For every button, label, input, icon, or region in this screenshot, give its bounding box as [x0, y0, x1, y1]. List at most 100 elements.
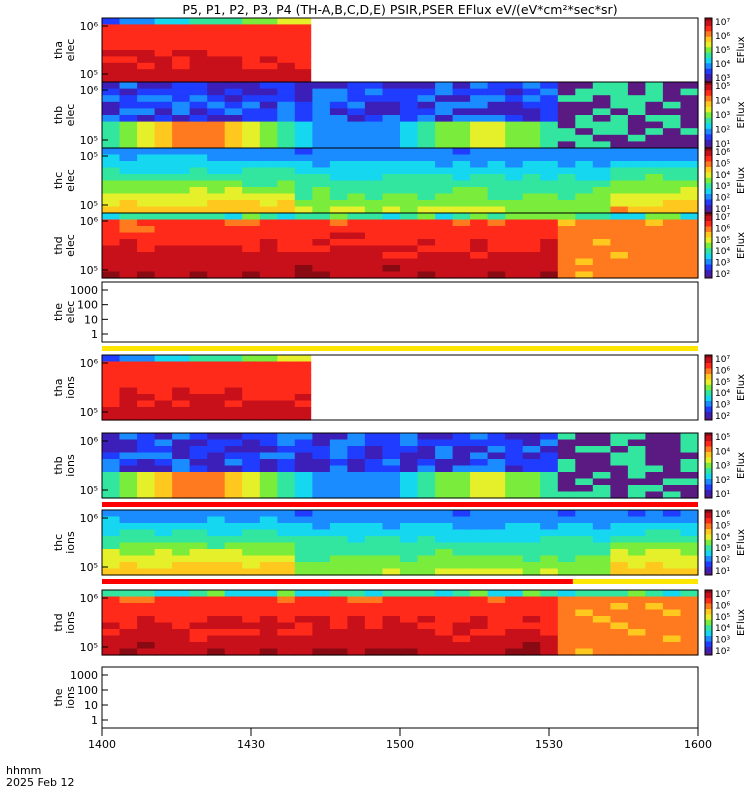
heatmap-cell [224, 407, 243, 415]
colorbar-segment [705, 180, 712, 184]
heatmap-cell [435, 187, 454, 195]
heatmap-cell [680, 213, 699, 221]
heatmap-cell [294, 108, 313, 116]
heatmap-cell [294, 258, 313, 266]
heatmap-cell [470, 148, 489, 156]
heatmap-cell [627, 232, 646, 240]
heatmap-cell [487, 629, 506, 637]
heatmap-cell [610, 529, 629, 537]
heatmap-cell [312, 148, 331, 156]
heatmap-cell [259, 141, 278, 149]
heatmap-cell [435, 134, 454, 142]
heatmap-cell [189, 439, 208, 447]
heatmap-cell [680, 648, 699, 656]
heatmap-cell [224, 141, 243, 149]
heatmap-cell [154, 200, 173, 208]
heatmap-cell [242, 381, 261, 389]
colorbar-segment [705, 44, 712, 48]
heatmap-cell [312, 609, 331, 617]
heatmap-cell [487, 161, 506, 169]
heatmap-cell [329, 596, 348, 604]
heatmap-cell [207, 265, 226, 273]
heatmap-cell [189, 642, 208, 650]
heatmap-cell [154, 121, 173, 129]
heatmap-cell [242, 374, 261, 382]
heatmap-cell [259, 206, 278, 214]
heatmap-cell [522, 635, 541, 643]
heatmap-cell [470, 622, 489, 630]
heatmap-cell [470, 226, 489, 234]
colorbar-tick-label: 10⁷ [715, 213, 730, 223]
heatmap-cell [137, 62, 156, 70]
heatmap-cell [102, 128, 121, 136]
colorbar-tick-label: 10⁴ [715, 624, 730, 634]
heatmap-cell [102, 193, 121, 201]
x-tick-label: 1500 [386, 738, 414, 751]
heatmap-cell [294, 485, 313, 493]
colorbar-segment [705, 245, 712, 249]
heatmap-cell [505, 245, 524, 253]
heatmap-cell [259, 642, 278, 650]
heatmap-cell [119, 161, 138, 169]
panel-label-species: ions [64, 686, 77, 709]
colorbar-tick-label: 10⁶ [715, 224, 730, 234]
heatmap-cell [259, 37, 278, 45]
heatmap-cell [224, 648, 243, 656]
heatmap-cell [645, 491, 664, 499]
heatmap-cell [242, 75, 261, 83]
heatmap-cell [575, 200, 594, 208]
heatmap-cell [435, 529, 454, 537]
colorbar-segment [705, 512, 712, 516]
heatmap-cell [645, 549, 664, 557]
heatmap-cell [487, 154, 506, 162]
heatmap-cell [470, 549, 489, 557]
heatmap-cell [347, 213, 366, 221]
heatmap-cell [364, 603, 383, 611]
heatmap-cell [259, 536, 278, 544]
heatmap-cell [505, 568, 524, 576]
heatmap-cell [189, 95, 208, 103]
heatmap-cell [575, 265, 594, 273]
heatmap-cell [557, 213, 576, 221]
heatmap-cell [347, 82, 366, 90]
heatmap-cell [575, 516, 594, 524]
heatmap-cell [277, 648, 296, 656]
heatmap-cell [347, 148, 366, 156]
heatmap-cell [347, 478, 366, 486]
heatmap-cell [259, 407, 278, 415]
heatmap-cell [522, 562, 541, 570]
heatmap-cell [662, 258, 681, 266]
heatmap-cell [172, 75, 191, 83]
heatmap-cell [154, 174, 173, 182]
heatmap-cell [224, 30, 243, 38]
heatmap-cell [364, 622, 383, 630]
heatmap-cell [172, 603, 191, 611]
heatmap-cell [294, 616, 313, 624]
heatmap-cell [627, 529, 646, 537]
heatmap-cell [540, 206, 559, 214]
heatmap-cell [102, 446, 121, 454]
heatmap-cell [259, 101, 278, 109]
heatmap-cell [610, 167, 629, 175]
colorbar-segment [705, 376, 712, 380]
panel-label-species: ions [64, 454, 77, 477]
heatmap-cell [277, 108, 296, 116]
heatmap-cell [540, 452, 559, 460]
heatmap-cell [329, 478, 348, 486]
heatmap-cell [207, 69, 226, 77]
heatmap-cell [347, 642, 366, 650]
heatmap-cell [172, 193, 191, 201]
heatmap-cell [224, 642, 243, 650]
heatmap-cell [154, 101, 173, 109]
heatmap-cell [400, 542, 419, 550]
heatmap-cell [522, 433, 541, 441]
heatmap-cell [259, 374, 278, 382]
heatmap-cell [662, 134, 681, 142]
heatmap-cell [294, 381, 312, 389]
heatmap-cell [154, 82, 173, 90]
heatmap-cell [259, 355, 278, 363]
heatmap-cell [102, 161, 121, 169]
heatmap-cell [610, 148, 629, 156]
heatmap-cell [294, 62, 312, 70]
